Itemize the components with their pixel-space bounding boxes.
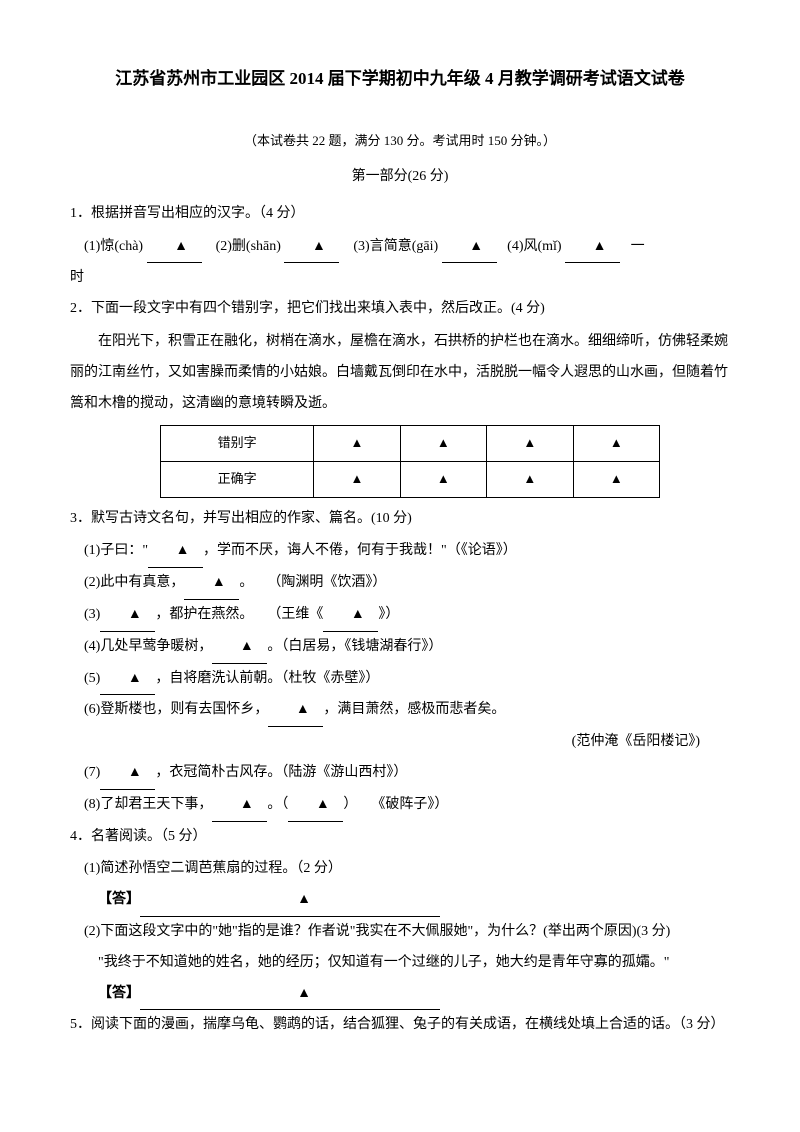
q1-b: (2)删(shān) [216,239,281,254]
answer-line: 【答】▲ [70,885,730,917]
table-row: 错别字 ▲ ▲ ▲ ▲ [161,426,660,462]
cell: ▲ [573,461,659,497]
q4-s2: (2)下面这段文字中的"她"指的是谁？作者说"我实在不大佩服她"，为什么？(举出… [70,917,730,948]
q1-items: (1)惊(chà) ▲ (2)删(shān) ▲ (3)言简意(gāi) ▲ (… [70,232,730,264]
blank: ▲ [212,790,267,822]
cell: ▲ [400,461,486,497]
q3-4: (4)几处早莺争暖树，▲。（白居易，《钱塘湖春行》） [70,632,730,664]
blank: ▲ [148,536,203,568]
blank: ▲ [100,758,155,790]
q3-1: (1)子曰："▲，学而不厌，诲人不倦，何有于我哉！"（《论语》） [70,536,730,568]
answer-blank: ▲ [140,979,440,1011]
section-title: 第一部分(26 分) [70,162,730,193]
blank: ▲ [100,664,155,696]
q1-tail: 一 [631,239,645,254]
q1-d: (4)风(mǐ) [507,239,561,254]
blank: ▲ [147,232,202,264]
blank: ▲ [212,632,267,664]
subtitle: （本试卷共 22 题，满分 130 分。考试用时 150 分钟。） [70,127,730,156]
q3-3: (3)▲，都护在燕然。 （王维《▲》） [70,600,730,632]
cell: ▲ [314,461,400,497]
blank: ▲ [268,695,323,727]
blank: ▲ [100,600,155,632]
cell: ▲ [400,426,486,462]
correction-table: 错别字 ▲ ▲ ▲ ▲ 正确字 ▲ ▲ ▲ ▲ [160,425,660,497]
cell: ▲ [314,426,400,462]
q1-text: 1．根据拼音写出相应的汉字。（4 分） [70,199,730,230]
q4-quote: "我终于不知道她的姓名，她的经历；仅知道有一个过继的儿子，她大约是青年守寡的孤孀… [70,948,730,979]
blank: ▲ [565,232,620,264]
page-title: 江苏省苏州市工业园区 2014 届下学期初中九年级 4 月教学调研考试语文试卷 [70,60,730,97]
q4-s1: (1)简述孙悟空二调芭蕉扇的过程。（2 分） [70,854,730,885]
q2-para: 在阳光下，积雪正在融化，树梢在滴水，屋檐在滴水，石拱桥的护栏也在滴水。细细缔听，… [70,327,730,419]
q3-2: (2)此中有真意，▲。 （陶渊明《饮酒》） [70,568,730,600]
q2-text: 2．下面一段文字中有四个错别字，把它们找出来填入表中，然后改正。(4 分) [70,294,730,325]
q4-text: 4．名著阅读。（5 分） [70,822,730,853]
blank: ▲ [284,232,339,264]
answer-line: 【答】▲ [70,979,730,1011]
blank: ▲ [442,232,497,264]
q3-7: (7)▲，衣冠简朴古风存。（陆游《游山西村》） [70,758,730,790]
cell: ▲ [487,426,573,462]
q3-6c: (范仲淹《岳阳楼记》) [70,727,730,758]
q3-6: (6)登斯楼也，则有去国怀乡，▲，满目萧然，感极而悲者矣。 [70,695,730,727]
answer-label: 【答】 [98,892,140,907]
blank: ▲ [323,600,378,632]
q5-text: 5．阅读下面的漫画，揣摩乌龟、鹦鹉的话，结合狐狸、兔子的有关成语，在横线处填上合… [70,1010,730,1041]
cell: ▲ [487,461,573,497]
q3-text: 3．默写古诗文名句，并写出相应的作家、篇名。(10 分) [70,504,730,535]
q1-c: (3)言简意(gāi) [353,239,438,254]
row-label: 正确字 [161,461,314,497]
q3-5: (5)▲，自将磨洗认前朝。（杜牧《赤壁》） [70,664,730,696]
blank: ▲ [288,790,343,822]
blank: ▲ [184,568,239,600]
q3-8: (8)了却君王天下事，▲。（▲） 《破阵子》） [70,790,730,822]
cell: ▲ [573,426,659,462]
answer-blank: ▲ [140,885,440,917]
table-row: 正确字 ▲ ▲ ▲ ▲ [161,461,660,497]
answer-label: 【答】 [98,986,140,1001]
q1-line2: 时 [70,263,730,294]
row-label: 错别字 [161,426,314,462]
q1-a: (1)惊(chà) [84,239,143,254]
